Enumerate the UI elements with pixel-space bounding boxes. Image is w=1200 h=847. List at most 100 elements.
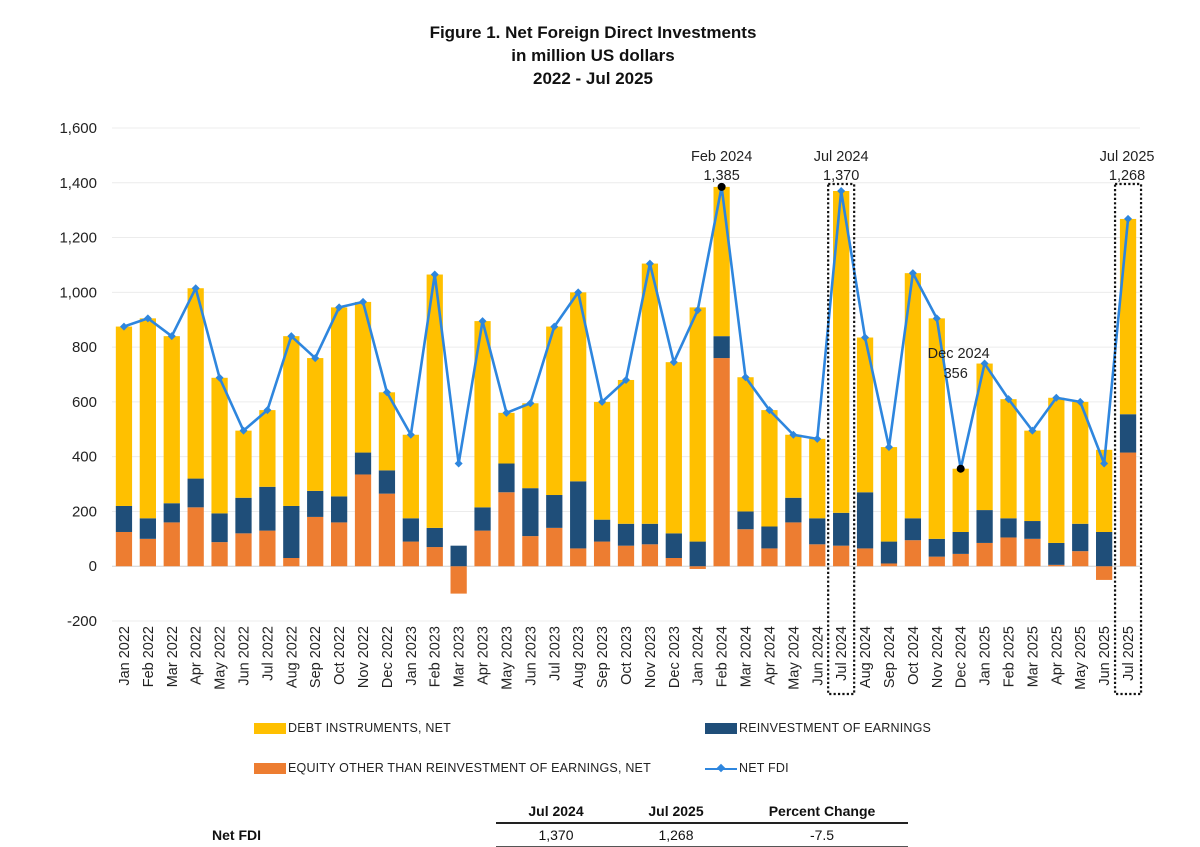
annotation-month: Dec 2024: [928, 346, 990, 362]
bar-reinvestment: [641, 523, 659, 545]
bar-equity: [833, 545, 850, 567]
bar-debt: [785, 434, 802, 498]
net-fdi-point: [884, 443, 893, 452]
net-fdi-point: [1100, 459, 1109, 468]
bar-debt: [354, 301, 372, 453]
x-tick-label: Apr 2025: [1049, 626, 1065, 685]
x-tick-label: Jul 2023: [547, 626, 563, 681]
bar-reinvestment: [307, 490, 324, 517]
bar-reinvestment: [283, 505, 300, 559]
chart-title-line3: 2022 - Jul 2025: [533, 69, 653, 88]
bar-equity: [402, 541, 419, 567]
bar-equity: [259, 530, 276, 567]
net-fdi-point: [693, 306, 702, 315]
net-fdi-point: [789, 430, 798, 439]
bar-equity: [570, 548, 587, 567]
annotation-value: 1,268: [1109, 168, 1145, 184]
bar-debt: [1119, 218, 1137, 415]
bar-equity: [785, 522, 802, 567]
net-fdi-point: [263, 406, 272, 415]
bar-equity: [307, 516, 324, 567]
bar-debt: [307, 358, 324, 491]
bar-reinvestment: [115, 505, 133, 532]
x-tick-label: Jun 2025: [1097, 626, 1113, 686]
bar-debt: [235, 430, 252, 498]
chart-title-line1: Figure 1. Net Foreign Direct Investments: [430, 23, 757, 42]
net-fdi-point: [861, 333, 870, 342]
x-tick-label: Jan 2024: [691, 626, 707, 686]
y-tick-label: 600: [72, 394, 97, 411]
net-fdi-point: [598, 397, 607, 406]
bar-reinvestment: [211, 513, 228, 543]
bar-reinvestment: [1000, 518, 1017, 538]
y-axis: -200 0 200 400 600 800 1,000 1,200 1,400 1,600: [59, 120, 97, 630]
net-fdi-point: [741, 373, 750, 382]
x-tick-label: Feb 2023: [428, 626, 444, 687]
y-tick-label: 1,400: [59, 175, 97, 192]
x-tick-label: Apr 2022: [189, 626, 205, 685]
bar-reinvestment: [187, 478, 204, 508]
bar-equity: [378, 493, 396, 567]
net-fdi-point: [382, 388, 391, 397]
summary-value-percent-change: -7.5: [736, 823, 908, 847]
x-tick-label: Sep 2022: [308, 626, 324, 688]
bar-reinvestment: [378, 470, 396, 494]
net-fdi-point: [932, 314, 941, 323]
x-tick-label: Oct 2023: [619, 626, 635, 685]
bar-reinvestment: [617, 523, 635, 546]
bar-debt: [880, 447, 898, 542]
bar-debt: [115, 326, 133, 506]
bar-equity: [1096, 566, 1113, 580]
bar-reinvestment: [952, 531, 969, 554]
x-tick-label: Nov 2022: [356, 626, 372, 688]
bar-reinvestment: [713, 336, 730, 359]
bar-debt: [259, 410, 276, 487]
legend-equity-label: EQUITY OTHER THAN REINVESTMENT OF EARNIN…: [288, 761, 651, 775]
bar-equity: [450, 566, 467, 594]
bar-reinvestment: [976, 510, 993, 543]
bar-debt: [641, 263, 659, 524]
bar-reinvestment: [1072, 523, 1089, 552]
annotation-marker: [717, 182, 726, 191]
bar-equity: [1000, 537, 1017, 567]
net-fdi-point: [215, 373, 224, 382]
x-tick-label: Feb 2024: [715, 626, 731, 687]
net-fdi-point: [526, 399, 535, 408]
chart-title-line2: in million US dollars: [511, 46, 674, 65]
bar-debt: [546, 326, 563, 496]
x-tick-label: Sep 2024: [882, 626, 898, 688]
bar-equity: [546, 527, 563, 567]
net-fdi-point: [765, 406, 774, 415]
net-fdi-point: [837, 186, 846, 195]
x-tick-label: Mar 2022: [165, 626, 181, 687]
x-tick-label: Jul 2022: [260, 626, 276, 681]
x-tick-label: May 2022: [213, 626, 229, 690]
bar-equity: [187, 507, 204, 567]
net-fdi-point: [622, 375, 630, 384]
bar-reinvestment: [426, 527, 443, 548]
net-fdi-point: [239, 426, 248, 435]
x-tick-label: Dec 2023: [667, 626, 683, 688]
bar-debt: [689, 307, 706, 542]
bar-equity: [904, 540, 922, 567]
x-tick-label: Aug 2022: [284, 626, 300, 688]
bar-debt: [522, 403, 539, 489]
bar-debt: [1072, 401, 1089, 524]
net-fdi-point: [1028, 426, 1037, 435]
net-fdi-point: [478, 317, 487, 326]
net-fdi-point: [454, 459, 463, 468]
bar-reinvestment: [522, 488, 539, 537]
x-tick-label: Nov 2024: [930, 626, 946, 688]
bar-equity: [665, 558, 682, 567]
net-fdi-point: [669, 358, 678, 367]
bar-equity: [330, 522, 348, 567]
bar-reinvestment: [1048, 542, 1065, 565]
bar-equity: [498, 492, 515, 567]
bar-reinvestment: [856, 492, 874, 549]
bar-reinvestment: [498, 463, 515, 493]
bar-equity: [474, 530, 491, 567]
bar-equity: [139, 538, 156, 567]
net-fdi-point: [191, 284, 200, 293]
bar-equity: [211, 542, 228, 567]
bar-equity: [737, 529, 754, 567]
